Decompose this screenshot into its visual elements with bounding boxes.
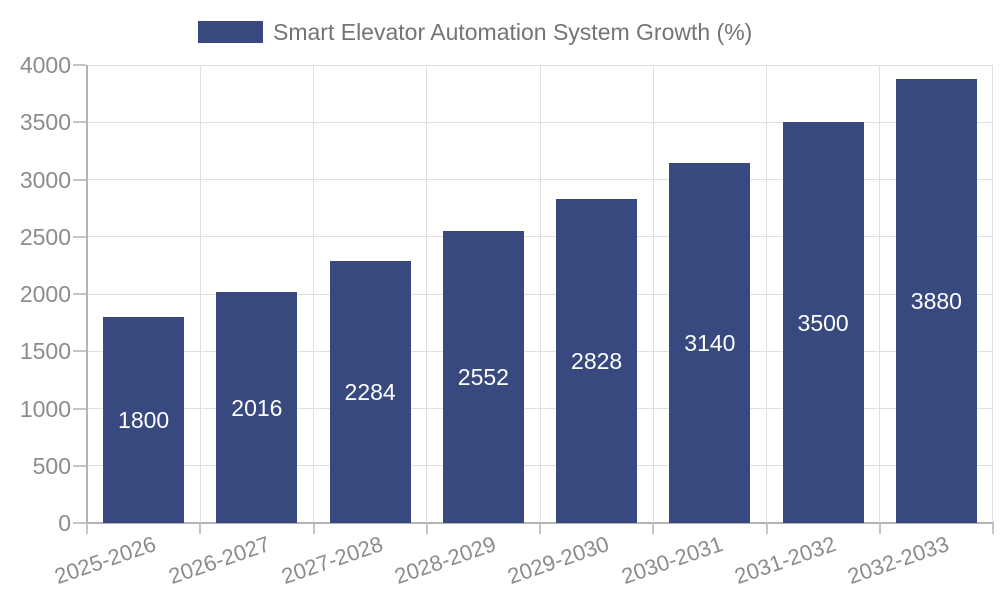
v-gridline xyxy=(991,65,993,523)
v-gridline xyxy=(766,65,767,523)
y-tick xyxy=(73,293,86,295)
y-tick-label: 1000 xyxy=(19,395,71,422)
bar[interactable]: 3140 xyxy=(669,163,751,523)
x-tick-label: 2025-2026 xyxy=(51,531,160,589)
x-tick xyxy=(878,523,881,534)
y-tick-label: 500 xyxy=(32,452,71,479)
bar[interactable]: 2284 xyxy=(329,261,411,523)
y-tick-label: 4000 xyxy=(19,52,71,78)
bar-value-label: 3880 xyxy=(910,287,962,314)
x-tick-label: 2028-2029 xyxy=(391,531,500,589)
x-tick xyxy=(425,523,428,534)
y-tick xyxy=(73,522,86,524)
x-tick-label: 2032-2033 xyxy=(844,531,953,589)
bar-value-label: 3140 xyxy=(684,330,736,357)
x-tick xyxy=(312,523,315,534)
bar-value-label: 2016 xyxy=(231,394,283,421)
legend-item[interactable]: Smart Elevator Automation System Growth … xyxy=(198,19,752,45)
y-tick-label: 2500 xyxy=(19,223,71,250)
x-tick-label: 2026-2027 xyxy=(165,531,273,589)
y-axis-line xyxy=(86,65,88,523)
x-tick xyxy=(199,523,202,534)
v-gridline xyxy=(879,65,881,523)
bar-value-label: 2284 xyxy=(344,379,396,406)
bar[interactable]: 3500 xyxy=(782,122,864,523)
y-tick xyxy=(73,121,86,124)
y-tick xyxy=(73,350,86,353)
plot-area: 1800 2016 2284 2552 2828 3140 3500 3880 0 500 100… xyxy=(20,52,994,589)
v-gridline xyxy=(426,65,428,523)
y-tick xyxy=(73,464,86,467)
legend-label: Smart Elevator Automation System Growth … xyxy=(273,19,753,45)
x-tick-label: 2029-2030 xyxy=(504,531,613,589)
legend-swatch xyxy=(198,21,263,43)
bar[interactable]: 2016 xyxy=(216,292,298,523)
bar-value-label: 2552 xyxy=(457,363,509,390)
v-gridline xyxy=(199,65,201,523)
x-tick-label: 2030-2031 xyxy=(618,531,726,589)
y-tick-label: 1500 xyxy=(19,338,71,365)
bar-value-label: 3500 xyxy=(797,309,849,336)
x-tick xyxy=(992,523,994,534)
x-tick xyxy=(652,523,655,534)
x-tick xyxy=(765,523,768,534)
x-tick-label: 2031-2032 xyxy=(731,531,839,589)
y-tick-label: 0 xyxy=(58,510,71,536)
bar[interactable]: 3880 xyxy=(895,78,977,523)
y-tick xyxy=(73,64,86,66)
y-tick xyxy=(73,407,86,410)
bar-value-label: 2828 xyxy=(571,348,623,375)
v-gridline xyxy=(313,65,314,523)
bar[interactable]: 1800 xyxy=(103,316,185,523)
y-tick-label: 2000 xyxy=(19,281,71,307)
y-tick-label: 3500 xyxy=(19,109,71,136)
x-tick xyxy=(86,523,88,534)
y-tick-label: 3000 xyxy=(19,166,71,193)
bar-value-label: 1800 xyxy=(118,406,170,433)
bar[interactable]: 2552 xyxy=(442,230,524,523)
x-tick-label: 2027-2028 xyxy=(278,531,386,589)
y-tick xyxy=(73,178,86,181)
v-gridline xyxy=(539,65,541,523)
bar[interactable]: 2828 xyxy=(556,199,638,523)
v-gridline xyxy=(652,65,654,523)
x-tick xyxy=(539,523,541,534)
y-tick xyxy=(73,235,86,238)
